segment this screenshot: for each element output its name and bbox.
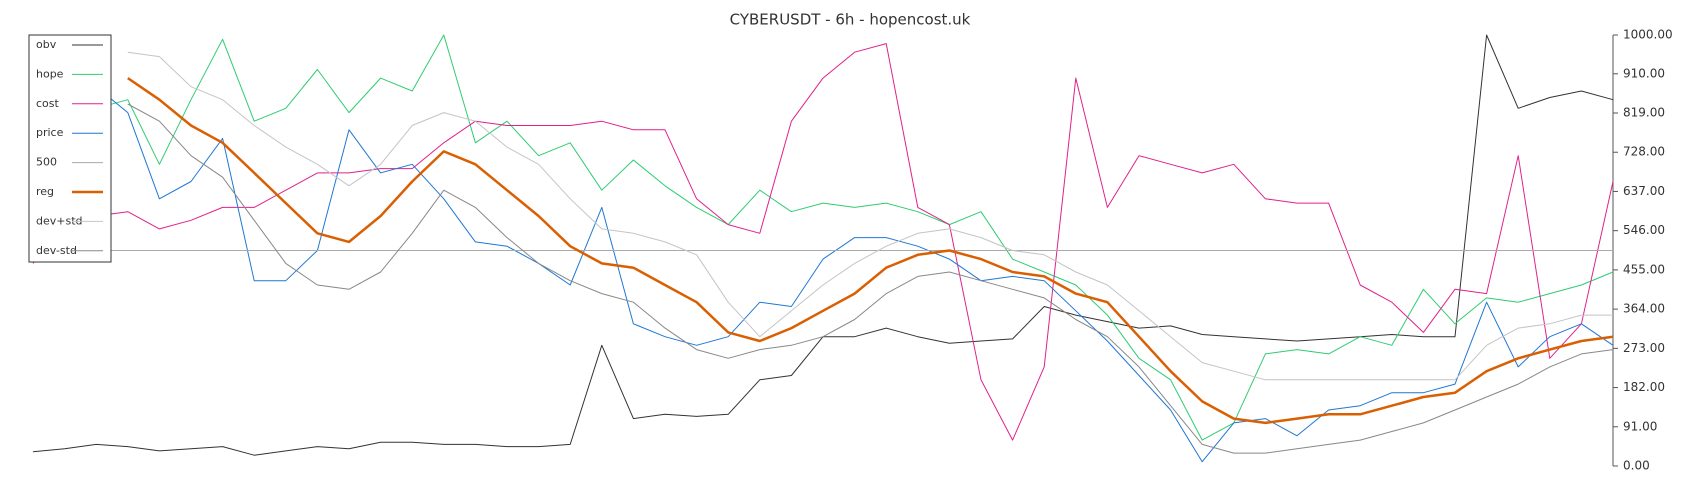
y-tick-label: 0.00 [1623, 459, 1650, 473]
y-tick-label: 819.00 [1623, 106, 1665, 120]
y-tick-label: 455.00 [1623, 262, 1665, 276]
series-line [127, 77, 1614, 425]
chart-title: CYBERUSDT - 6h - hopencost.uk [730, 11, 971, 29]
legend-label: dev-std [36, 244, 77, 257]
y-tick-label: 182.00 [1623, 380, 1665, 394]
series-line [95, 86, 1614, 463]
y-tick-label: 1000.00 [1623, 28, 1673, 42]
y-tick-label: 364.00 [1623, 302, 1665, 316]
y-tick-label: 91.00 [1623, 419, 1657, 433]
legend-box [28, 34, 112, 263]
legend-label: dev+std [36, 214, 83, 227]
y-tick-label: 273.00 [1623, 341, 1665, 355]
legend-label: 500 [36, 156, 57, 169]
y-tick-label: 910.00 [1623, 66, 1665, 80]
legend-label: price [36, 126, 64, 139]
legend-label: cost [36, 97, 60, 110]
series-line [127, 51, 1613, 381]
y-tick-label: 637.00 [1623, 184, 1665, 198]
series-line [127, 103, 1614, 454]
series-line [96, 34, 1614, 441]
series-line [32, 34, 1614, 456]
y-tick-label: 728.00 [1623, 145, 1665, 159]
legend-label: reg [36, 185, 54, 198]
legend-label: obv [36, 38, 57, 51]
legend-label: hope [36, 67, 64, 80]
y-tick-label: 546.00 [1623, 223, 1665, 237]
series-line [32, 43, 1614, 441]
